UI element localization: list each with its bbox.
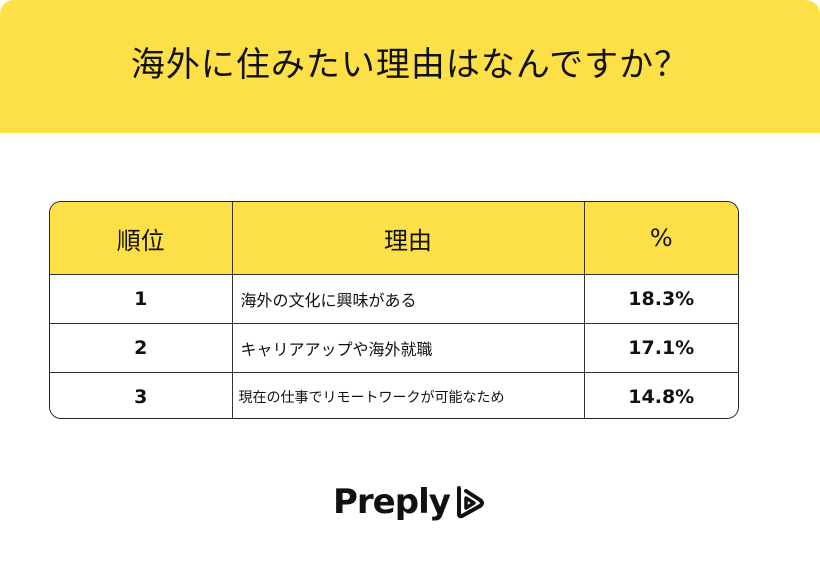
reason-cell: 海外の文化に興味がある <box>232 274 585 324</box>
header-banner: 海外に住みたい理由はなんですか？ <box>0 0 820 133</box>
preply-logo-icon <box>456 486 484 519</box>
column-header-reason: 理由 <box>232 202 585 275</box>
column-header-rank: 順位 <box>50 202 233 275</box>
table-row: 2 キャリアアップや海外就職 17.1% <box>50 323 738 373</box>
percent-cell: 18.3% <box>584 274 738 324</box>
reason-cell: キャリアアップや海外就職 <box>232 323 585 373</box>
brand-name: Preply <box>333 482 451 522</box>
rank-cell: 2 <box>50 323 233 373</box>
table-row: 1 海外の文化に興味がある 18.3% <box>50 274 738 324</box>
column-header-percent: % <box>584 202 738 275</box>
page-title: 海外に住みたい理由はなんですか？ <box>130 45 690 85</box>
table-header-row: 順位 理由 % <box>50 202 738 275</box>
rank-cell: 3 <box>50 372 233 418</box>
ranking-table: 順位 理由 % 1 海外の文化に興味がある 18.3% 2 キャリアアップや海外… <box>49 201 739 419</box>
preply-logo: Preply <box>333 478 486 526</box>
table-row: 3 現在の仕事でリモートワークが可能なため 14.8% <box>50 372 738 418</box>
rank-cell: 1 <box>50 274 233 324</box>
percent-cell: 14.8% <box>584 372 738 418</box>
reason-cell: 現在の仕事でリモートワークが可能なため <box>232 372 585 418</box>
percent-cell: 17.1% <box>584 323 738 373</box>
